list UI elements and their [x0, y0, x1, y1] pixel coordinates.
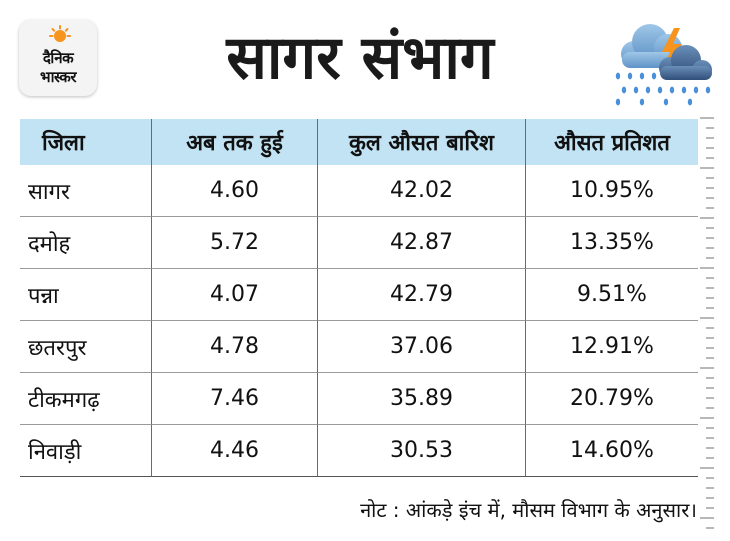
cell-percent: 20.79%: [526, 373, 698, 425]
cell-so-far: 4.07: [152, 269, 318, 321]
rain-thunder-cloud-icon: [615, 24, 712, 106]
table-row: दमोह 5.72 42.87 13.35%: [20, 217, 698, 269]
column-header-district: जिला: [20, 119, 152, 165]
cell-avg-total: 42.02: [318, 165, 526, 217]
sun-icon: [49, 25, 71, 42]
footnote: नोट : आंकड़े इंच में, मौसम विभाग के अनुस…: [360, 498, 697, 522]
cell-district: टीकमगढ़: [20, 373, 152, 425]
column-header-percent: औसत प्रतिशत: [554, 131, 670, 156]
cell-district: निवाड़ी: [20, 425, 152, 477]
cell-percent: 12.91%: [526, 321, 698, 373]
cell-avg-total: 37.06: [318, 321, 526, 373]
cell-avg-total: 35.89: [318, 373, 526, 425]
cell-percent: 14.60%: [526, 425, 698, 477]
table-header-row: जिला अब तक हुई कुल औसत बारिश औसत प्रतिशत: [20, 119, 698, 165]
cell-so-far: 4.78: [152, 321, 318, 373]
cell-so-far: 4.46: [152, 425, 318, 477]
cell-avg-total: 42.87: [318, 217, 526, 269]
table-row: पन्ना 4.07 42.79 9.51%: [20, 269, 698, 321]
cell-percent: 10.95%: [526, 165, 698, 217]
cell-district: पन्ना: [20, 269, 152, 321]
dainik-bhaskar-logo: दैनिक भास्कर: [19, 20, 97, 96]
cell-percent: 9.51%: [526, 269, 698, 321]
cell-district: छतरपुर: [20, 321, 152, 373]
table-row: निवाड़ी 4.46 30.53 14.60%: [20, 425, 698, 477]
ruler-ticks: [700, 117, 714, 529]
table-row: छतरपुर 4.78 37.06 12.91%: [20, 321, 698, 373]
column-header-avg-total: कुल औसत बारिश: [318, 119, 526, 165]
cell-district: दमोह: [20, 217, 152, 269]
logo-line-2: भास्कर: [40, 68, 76, 86]
table-row: सागर 4.60 42.02 10.95%: [20, 165, 698, 217]
table-row: टीकमगढ़ 7.46 35.89 20.79%: [20, 373, 698, 425]
page-title: सागर संभाग: [226, 23, 494, 93]
cell-avg-total: 42.79: [318, 269, 526, 321]
cell-percent: 13.35%: [526, 217, 698, 269]
cell-so-far: 4.60: [152, 165, 318, 217]
cell-avg-total: 30.53: [318, 425, 526, 477]
column-header-so-far: अब तक हुई: [152, 119, 318, 165]
cell-so-far: 5.72: [152, 217, 318, 269]
rainfall-table: जिला अब तक हुई कुल औसत बारिश औसत प्रतिशत…: [20, 119, 698, 477]
logo-line-1: दैनिक: [42, 49, 74, 67]
cell-district: सागर: [20, 165, 152, 217]
cell-so-far: 7.46: [152, 373, 318, 425]
